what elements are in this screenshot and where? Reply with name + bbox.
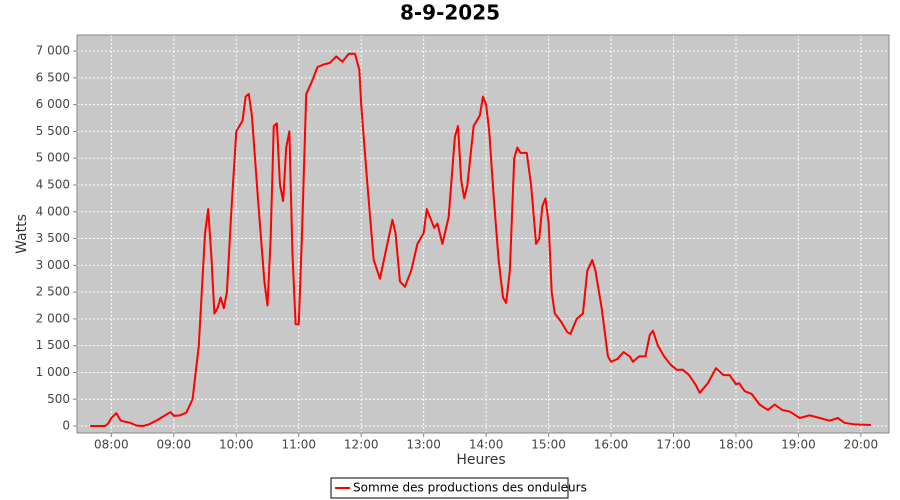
- chart-title: 8-9-2025: [400, 1, 500, 25]
- y-tick-label: 2 500: [36, 285, 70, 299]
- x-tick-label: 09:00: [157, 438, 192, 452]
- y-tick-label: 6 000: [36, 97, 70, 111]
- y-tick-label: 4 000: [36, 204, 70, 218]
- y-tick-label: 4 500: [36, 177, 70, 191]
- y-tick-label: 6 500: [36, 70, 70, 84]
- y-tick-label: 0: [62, 419, 70, 433]
- legend-label: Somme des productions des onduleurs: [353, 481, 587, 495]
- y-tick-label: 500: [47, 392, 70, 406]
- x-tick-label: 13:00: [406, 438, 441, 452]
- x-tick-label: 19:00: [781, 438, 816, 452]
- y-axis-label: Watts: [14, 214, 30, 254]
- x-tick-label: 18:00: [719, 438, 754, 452]
- x-tick-label: 11:00: [281, 438, 316, 452]
- y-tick-label: 3 500: [36, 231, 70, 245]
- y-tick-label: 3 000: [36, 258, 70, 272]
- y-tick-label: 1 500: [36, 338, 70, 352]
- x-axis-label: Heures: [456, 452, 505, 468]
- x-tick-label: 15:00: [531, 438, 566, 452]
- y-tick-label: 5 000: [36, 151, 70, 165]
- plot-border: [76, 34, 890, 434]
- y-tick-label: 1 000: [36, 365, 70, 379]
- x-tick-label: 16:00: [594, 438, 629, 452]
- x-tick-label: 20:00: [844, 438, 879, 452]
- legend-box: [330, 477, 569, 499]
- plot-area: [77, 35, 889, 433]
- y-tick-label: 5 500: [36, 124, 70, 138]
- series-line: [90, 52, 871, 428]
- x-tick-label: 17:00: [656, 438, 691, 452]
- x-tick-label: 14:00: [469, 438, 504, 452]
- y-tick-label: 7 000: [36, 44, 70, 58]
- x-tick-label: 08:00: [94, 438, 129, 452]
- y-tick-label: 2 000: [36, 311, 70, 325]
- legend: Somme des productions des onduleurs: [330, 477, 587, 499]
- x-tick-label: 12:00: [344, 438, 379, 452]
- x-tick-label: 10:00: [219, 438, 254, 452]
